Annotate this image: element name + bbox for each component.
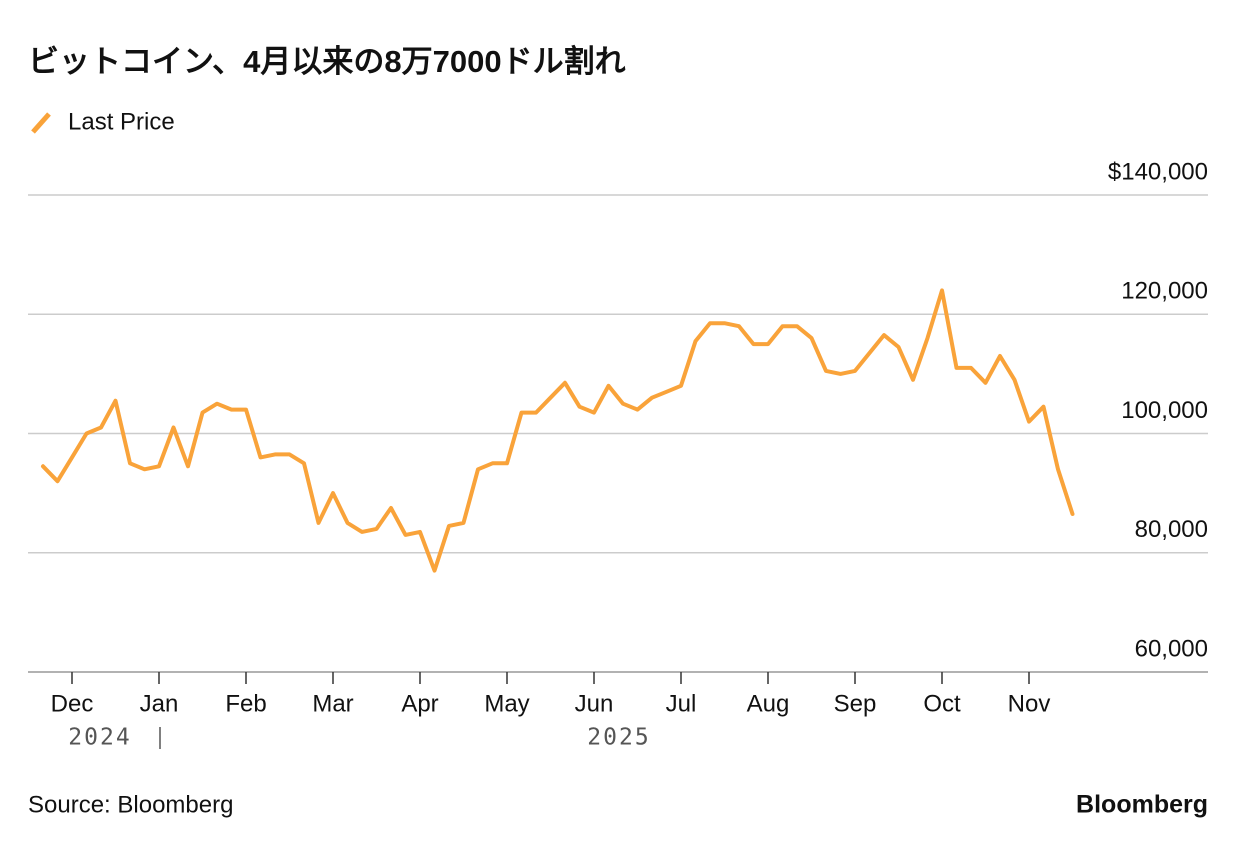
price-line: [41, 288, 1075, 573]
x-tick-label: Jul: [666, 690, 697, 717]
y-tick-label: $140,000: [1108, 158, 1208, 185]
x-tick-label: Nov: [1008, 690, 1051, 717]
y-tick-label: 80,000: [1135, 516, 1208, 543]
x-tick-label: Feb: [225, 690, 266, 717]
source: Source: Bloomberg: [28, 791, 233, 818]
y-tick-label: 60,000: [1135, 635, 1208, 662]
x-tick-label: Sep: [834, 690, 877, 717]
x-tick-label: Jun: [575, 690, 614, 717]
legend-swatch: [31, 112, 51, 134]
x-tick-label: Dec: [51, 690, 94, 717]
year-label: 2025: [587, 725, 650, 751]
x-tick-label: Aug: [747, 690, 790, 717]
x-tick-label: May: [484, 690, 529, 717]
x-tick-label: Oct: [923, 690, 961, 717]
y-tick-label: 120,000: [1121, 278, 1208, 305]
y-tick-label: 100,000: [1121, 397, 1208, 424]
year-label: 2024: [68, 725, 131, 751]
x-tick-label: Apr: [401, 690, 438, 717]
chart-title: ビットコイン、4月以来の8万7000ドル割れ: [28, 44, 626, 79]
x-tick-label: Jan: [140, 690, 179, 717]
x-tick-label: Mar: [312, 690, 353, 717]
legend-label: Last Price: [68, 108, 175, 135]
brand: Bloomberg: [1076, 791, 1208, 819]
